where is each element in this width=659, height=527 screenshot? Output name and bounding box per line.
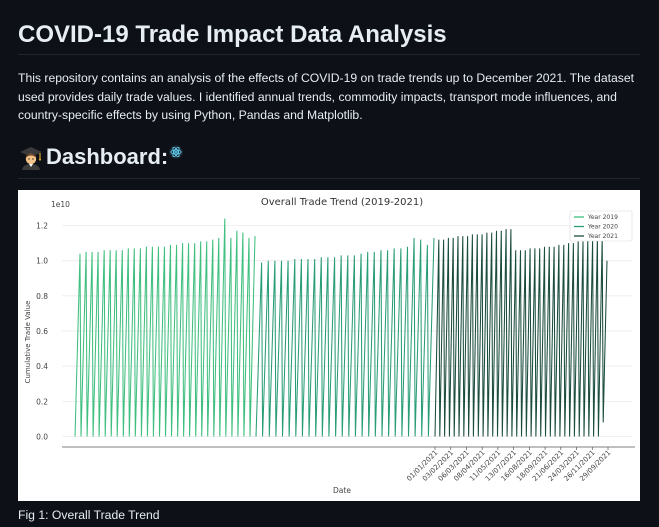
x-axis-label: Date bbox=[333, 486, 351, 495]
trade-trend-chart: Overall Trade Trend (2019-2021) 1e10 Cum… bbox=[24, 197, 635, 495]
figure-caption: Fig 1: Overall Trade Trend bbox=[18, 508, 160, 522]
y-tick-label: 0.4 bbox=[36, 362, 48, 371]
y-tick-label: 0.6 bbox=[36, 327, 48, 336]
y-tick-label: 0.2 bbox=[36, 397, 48, 406]
legend-label: Year 2020 bbox=[587, 224, 618, 231]
react-icon bbox=[169, 139, 183, 159]
legend-box bbox=[569, 210, 633, 242]
trade-trend-figure: Overall Trade Trend (2019-2021) 1e10 Cum… bbox=[18, 190, 640, 501]
y-axis-label: Cumulative Trade Value bbox=[24, 301, 32, 384]
title-divider bbox=[18, 54, 640, 55]
legend-label: Year 2021 bbox=[587, 233, 618, 240]
chart-title: Overall Trade Trend (2019-2021) bbox=[261, 197, 423, 208]
series-line-year-2020 bbox=[255, 237, 435, 437]
series-line-year-2021 bbox=[434, 229, 608, 437]
y-tick-label: 1.2 bbox=[36, 222, 48, 231]
dashboard-divider bbox=[18, 178, 640, 179]
legend-label: Year 2019 bbox=[587, 214, 618, 221]
page-title: COVID-19 Trade Impact Data Analysis bbox=[18, 21, 447, 48]
student-icon bbox=[18, 144, 44, 170]
dashboard-heading-label: Dashboard: bbox=[46, 144, 169, 169]
y-tick-label: 1.0 bbox=[36, 257, 48, 266]
dashboard-heading: Dashboard: bbox=[18, 142, 183, 172]
y-tick-label: 0.8 bbox=[36, 292, 48, 301]
intro-paragraph: This repository contains an analysis of … bbox=[18, 71, 635, 123]
y-offset-label: 1e10 bbox=[51, 200, 70, 209]
chart-legend: Year 2019 Year 2020 Year 2021 bbox=[569, 210, 633, 242]
series-line-year-2019 bbox=[74, 218, 256, 437]
y-tick-label: 0.0 bbox=[36, 432, 48, 441]
